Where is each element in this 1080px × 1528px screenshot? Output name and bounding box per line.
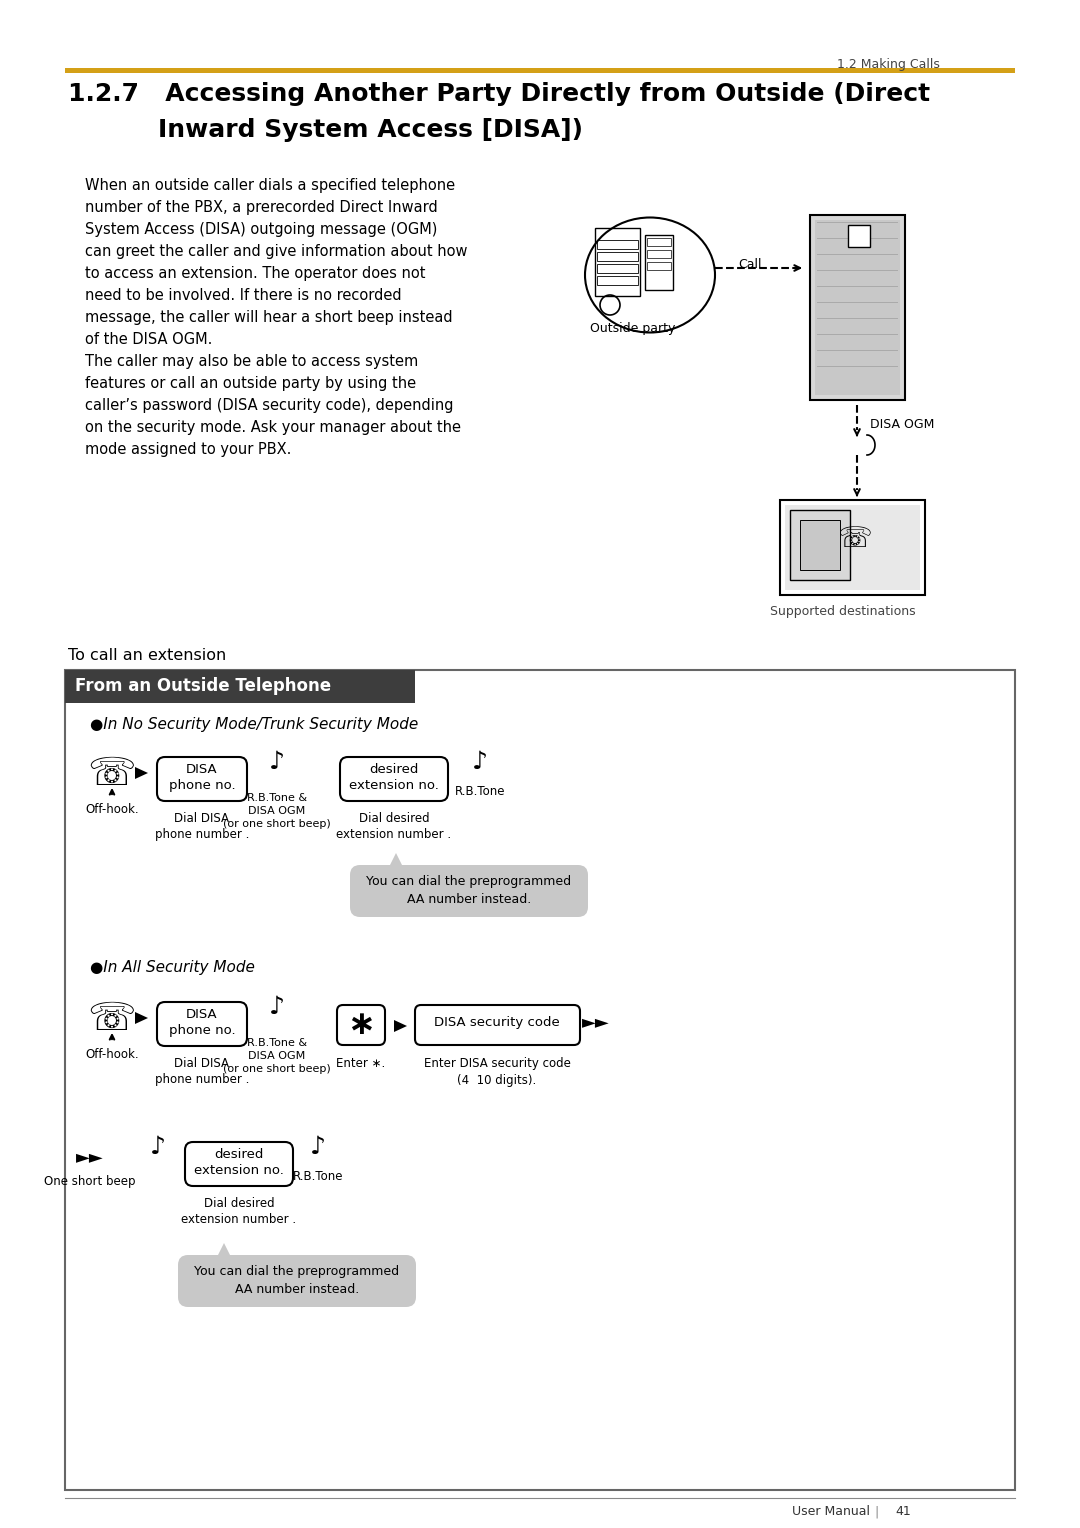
Bar <box>810 215 905 400</box>
Text: Dial DISA
phone number .: Dial DISA phone number . <box>154 811 249 840</box>
Text: desired
extension no.: desired extension no. <box>349 762 438 792</box>
Text: When an outside caller dials a specified telephone
number of the PBX, a prerecor: When an outside caller dials a specified… <box>85 177 468 457</box>
Text: ●In No Security Mode/Trunk Security Mode: ●In No Security Mode/Trunk Security Mode <box>90 717 418 732</box>
Text: Dial DISA
phone number .: Dial DISA phone number . <box>154 1057 249 1086</box>
Text: 41: 41 <box>895 1505 910 1517</box>
Text: Outside party: Outside party <box>590 322 675 335</box>
Text: R.B.Tone &
DISA OGM
(or one short beep): R.B.Tone & DISA OGM (or one short beep) <box>224 793 330 830</box>
Text: ∗: ∗ <box>347 1008 375 1041</box>
FancyBboxPatch shape <box>415 1005 580 1045</box>
Bar <box>848 225 870 248</box>
Bar <box>65 669 1015 1490</box>
Bar <box>800 520 840 570</box>
Text: Enter ∗.: Enter ∗. <box>336 1057 386 1070</box>
Text: ♪: ♪ <box>472 750 488 775</box>
Text: You can dial the preprogrammed
AA number instead.: You can dial the preprogrammed AA number… <box>194 1265 400 1296</box>
Text: ☏: ☏ <box>87 755 136 793</box>
Bar <box>645 235 673 290</box>
Text: ♪: ♪ <box>150 1135 166 1160</box>
Text: R.B.Tone: R.B.Tone <box>455 785 505 798</box>
Bar <box>595 228 640 296</box>
Text: One short beep: One short beep <box>44 1175 136 1187</box>
Text: desired
extension no.: desired extension no. <box>194 1148 284 1177</box>
Polygon shape <box>218 1242 230 1254</box>
FancyBboxPatch shape <box>350 865 588 917</box>
Bar <box>65 69 1015 73</box>
Text: You can dial the preprogrammed
AA number instead.: You can dial the preprogrammed AA number… <box>366 876 571 906</box>
Bar <box>65 669 415 703</box>
Text: 1.2.7   Accessing Another Party Directly from Outside (Direct: 1.2.7 Accessing Another Party Directly f… <box>68 83 930 105</box>
Text: R.B.Tone &
DISA OGM
(or one short beep): R.B.Tone & DISA OGM (or one short beep) <box>224 1038 330 1074</box>
Bar <box>647 261 671 270</box>
Text: ☏: ☏ <box>838 526 873 553</box>
Text: Off-hook.: Off-hook. <box>85 1048 139 1060</box>
Text: ☏: ☏ <box>87 999 136 1038</box>
Text: 1.2 Making Calls: 1.2 Making Calls <box>837 58 940 70</box>
Text: ►►: ►► <box>582 1013 610 1031</box>
Text: Dial desired
extension number .: Dial desired extension number . <box>181 1196 297 1225</box>
Text: Off-hook.: Off-hook. <box>85 804 139 816</box>
Text: Dial desired
extension number .: Dial desired extension number . <box>337 811 451 840</box>
Bar <box>785 504 920 590</box>
Text: R.B.Tone: R.B.Tone <box>293 1170 343 1183</box>
Text: DISA OGM: DISA OGM <box>870 419 934 431</box>
Text: User Manual: User Manual <box>792 1505 870 1517</box>
Text: DISA
phone no.: DISA phone no. <box>168 1008 235 1038</box>
Polygon shape <box>390 853 402 865</box>
Polygon shape <box>135 1012 148 1024</box>
Text: DISA
phone no.: DISA phone no. <box>168 762 235 792</box>
Polygon shape <box>394 1021 407 1031</box>
Bar <box>597 240 638 249</box>
Bar <box>780 500 924 594</box>
Text: ►►: ►► <box>76 1148 104 1166</box>
Text: Call: Call <box>739 258 761 270</box>
Text: Inward System Access [DISA]): Inward System Access [DISA]) <box>158 118 583 142</box>
FancyBboxPatch shape <box>340 756 448 801</box>
Text: ♪: ♪ <box>310 1135 326 1160</box>
FancyBboxPatch shape <box>178 1254 416 1306</box>
Text: Enter DISA security code
(4  10 digits).: Enter DISA security code (4 10 digits). <box>423 1057 570 1086</box>
Bar <box>647 238 671 246</box>
Polygon shape <box>135 767 148 779</box>
Text: Supported destinations: Supported destinations <box>770 605 916 617</box>
Bar <box>815 220 900 396</box>
Bar <box>597 264 638 274</box>
Text: ♪: ♪ <box>269 995 285 1019</box>
Text: ♪: ♪ <box>269 750 285 775</box>
Bar <box>647 251 671 258</box>
Bar <box>597 252 638 261</box>
Text: DISA security code: DISA security code <box>434 1016 559 1028</box>
FancyBboxPatch shape <box>157 1002 247 1047</box>
FancyBboxPatch shape <box>185 1141 293 1186</box>
FancyBboxPatch shape <box>157 756 247 801</box>
FancyBboxPatch shape <box>337 1005 384 1045</box>
Text: |: | <box>875 1505 879 1517</box>
Text: To call an extension: To call an extension <box>68 648 226 663</box>
Bar <box>597 277 638 286</box>
Text: ●In All Security Mode: ●In All Security Mode <box>90 960 255 975</box>
Text: From an Outside Telephone: From an Outside Telephone <box>75 677 332 695</box>
Bar <box>789 510 850 581</box>
